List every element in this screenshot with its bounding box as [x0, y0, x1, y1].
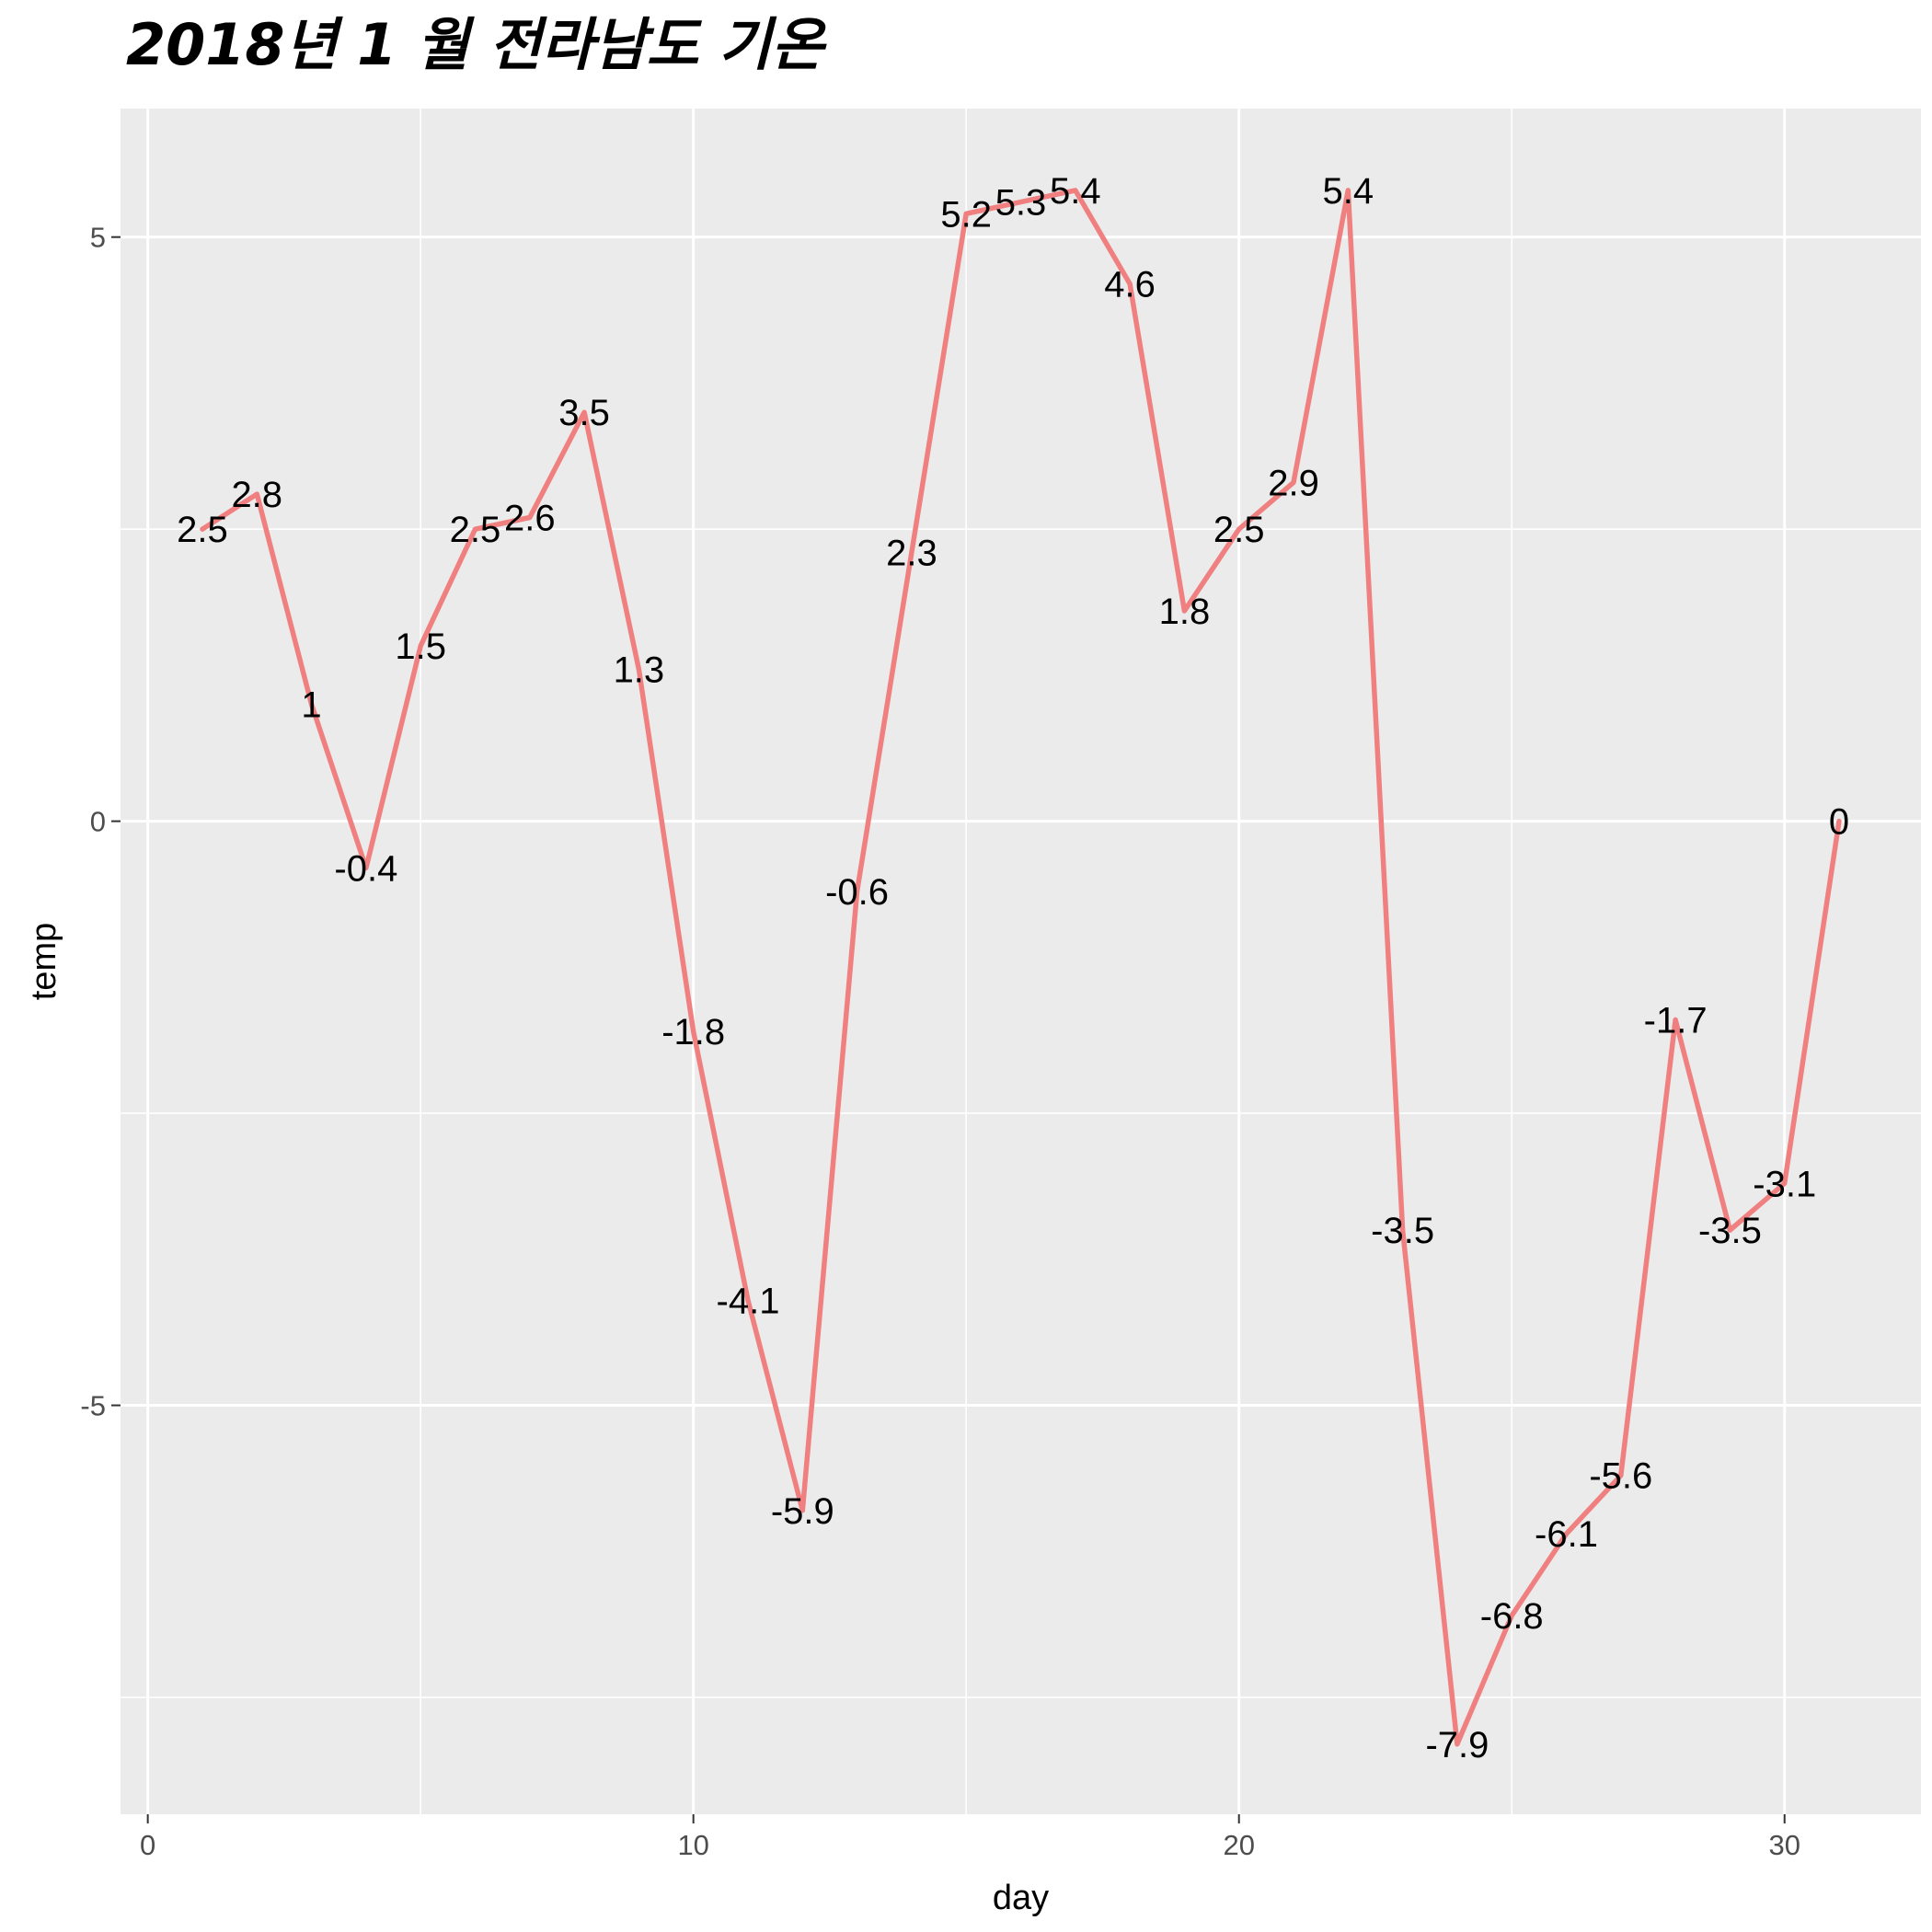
data-label: -1.7 [1644, 1000, 1708, 1041]
data-label: 1.8 [1159, 592, 1211, 632]
data-label: 2.6 [504, 498, 556, 538]
data-label: 3.5 [558, 393, 610, 433]
x-axis-title: day [993, 1879, 1049, 1917]
data-label: -3.5 [1698, 1211, 1762, 1251]
x-tick-label: 10 [677, 1829, 708, 1861]
data-label: 1 [301, 685, 321, 726]
data-label: 2.3 [886, 534, 937, 574]
x-tick-label: 20 [1223, 1829, 1254, 1861]
chart-title: 2018년 1 월 전라남도 기온 [126, 11, 827, 78]
data-label: 2.8 [231, 475, 282, 515]
grid-major [121, 109, 1921, 1814]
data-label: 5.4 [1323, 171, 1374, 212]
data-label: 4.6 [1104, 264, 1156, 305]
data-label: 2.5 [1213, 510, 1265, 550]
tick-labels: 0 10 20 30 -5 0 5 [80, 222, 1800, 1861]
y-tick-label: -5 [80, 1390, 106, 1422]
plot-panel [121, 109, 1921, 1814]
data-label: -6.8 [1480, 1596, 1544, 1637]
data-label: -1.8 [661, 1012, 725, 1052]
y-tick-label: 0 [90, 806, 106, 838]
grid-minor [121, 109, 1921, 1814]
data-label: 5.3 [995, 183, 1047, 224]
data-label: -5.6 [1589, 1456, 1652, 1497]
data-label: -0.6 [825, 872, 889, 913]
y-tick-label: 5 [90, 222, 106, 254]
data-label: 2.5 [450, 510, 501, 550]
data-label: -6.1 [1535, 1514, 1598, 1555]
data-label: -0.4 [334, 848, 397, 889]
data-label: 2.9 [1268, 463, 1319, 503]
data-label: 5.2 [940, 194, 992, 235]
data-label: 2.5 [177, 510, 228, 550]
data-label: 0 [1829, 802, 1849, 843]
data-label: -5.9 [771, 1491, 834, 1532]
x-tick-label: 0 [140, 1829, 155, 1861]
axis-ticks [111, 236, 1786, 1823]
data-label: -7.9 [1425, 1725, 1489, 1765]
data-label: 1.3 [614, 650, 665, 691]
data-labels: 2.52.81-0.41.52.5 2.63.51.3-1.8-4.1-5.9-0… [177, 171, 1849, 1765]
data-label: -4.1 [717, 1281, 780, 1321]
data-label: 1.5 [395, 627, 446, 667]
y-axis-title: temp [25, 923, 63, 1000]
x-tick-label: 30 [1769, 1829, 1800, 1861]
data-label: -3.5 [1371, 1211, 1434, 1251]
series-line [200, 188, 1842, 1747]
data-label: -3.1 [1753, 1164, 1816, 1204]
series-group [200, 188, 1842, 1747]
data-label: 5.4 [1050, 171, 1101, 212]
